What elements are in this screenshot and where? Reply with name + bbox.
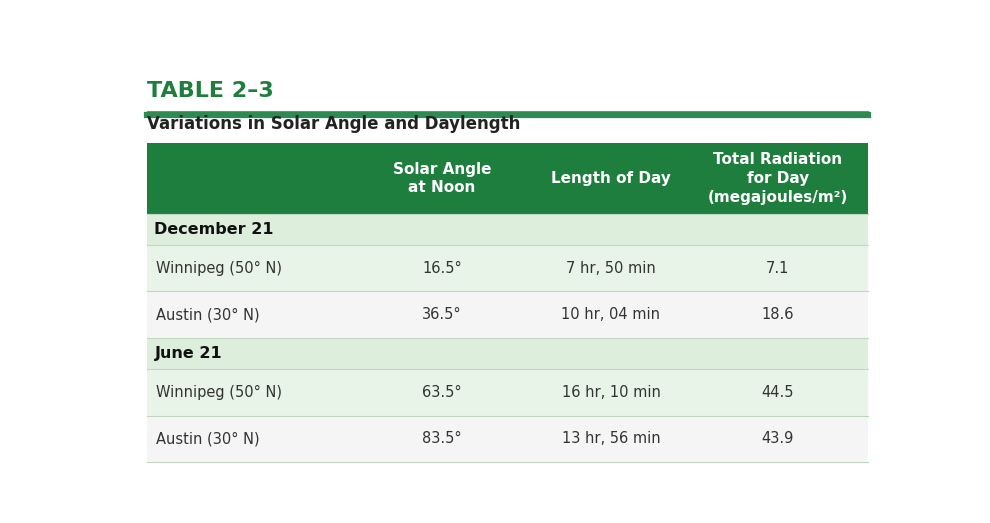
- Text: Winnipeg (50° N): Winnipeg (50° N): [156, 385, 282, 400]
- Text: 43.9: 43.9: [761, 431, 794, 446]
- Bar: [147, 291, 868, 338]
- Text: 16.5°: 16.5°: [423, 261, 462, 276]
- Text: 7 hr, 50 min: 7 hr, 50 min: [566, 261, 655, 276]
- Bar: [147, 369, 868, 416]
- Text: 10 hr, 04 min: 10 hr, 04 min: [561, 307, 660, 322]
- Text: Solar Angle
at Noon: Solar Angle at Noon: [393, 162, 491, 195]
- Text: Length of Day: Length of Day: [551, 171, 671, 186]
- Text: 7.1: 7.1: [766, 261, 789, 276]
- Bar: [147, 416, 868, 462]
- Text: 16 hr, 10 min: 16 hr, 10 min: [561, 385, 660, 400]
- Text: Austin (30° N): Austin (30° N): [156, 431, 259, 446]
- Text: June 21: June 21: [154, 346, 222, 361]
- Text: 36.5°: 36.5°: [423, 307, 462, 322]
- Text: Variations in Solar Angle and Daylength: Variations in Solar Angle and Daylength: [147, 115, 520, 133]
- Text: 13 hr, 56 min: 13 hr, 56 min: [561, 431, 660, 446]
- Text: Total Radiation
for Day
(megajoules/m²): Total Radiation for Day (megajoules/m²): [708, 152, 848, 204]
- Bar: [147, 338, 868, 369]
- Text: TABLE 2–3: TABLE 2–3: [147, 81, 273, 101]
- Text: 83.5°: 83.5°: [423, 431, 462, 446]
- Bar: [147, 245, 868, 291]
- Text: 18.6: 18.6: [761, 307, 794, 322]
- Text: Winnipeg (50° N): Winnipeg (50° N): [156, 261, 282, 276]
- Text: December 21: December 21: [154, 222, 274, 237]
- Bar: [147, 214, 868, 245]
- Text: 44.5: 44.5: [761, 385, 794, 400]
- Text: 63.5°: 63.5°: [423, 385, 462, 400]
- Text: Austin (30° N): Austin (30° N): [156, 307, 259, 322]
- Bar: [147, 143, 868, 214]
